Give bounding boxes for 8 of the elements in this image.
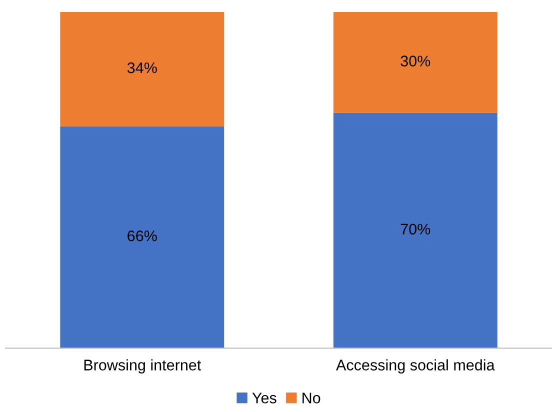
legend-label: No bbox=[302, 392, 320, 404]
data-label: 30% bbox=[400, 56, 430, 66]
data-label: 70% bbox=[400, 224, 430, 235]
data-label: 66% bbox=[128, 230, 157, 242]
x-tick-label: Browsing internet bbox=[84, 359, 202, 374]
x-tick-label: Accessing social media bbox=[336, 359, 495, 374]
legend-label: Yes bbox=[252, 392, 276, 404]
data-label: 34% bbox=[127, 62, 157, 74]
